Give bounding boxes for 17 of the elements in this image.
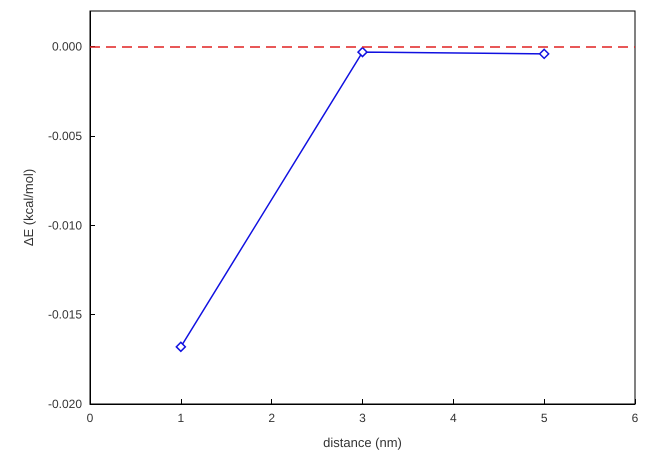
x-tick-label: 5 — [540, 411, 548, 425]
point — [176, 342, 186, 352]
point — [538, 48, 550, 60]
y-tick-label: -0.020 — [48, 397, 82, 411]
x-tick-label: 3 — [359, 411, 366, 425]
x-axis-title: distance (nm) — [323, 435, 402, 450]
x-tick-label: 1 — [177, 411, 184, 425]
y-tick-label: -0.005 — [48, 129, 82, 144]
x-tick-label: 2 — [268, 411, 276, 425]
x-tick-label: 0 — [86, 411, 94, 425]
y-axis-title: ΔE (kcal/mol) — [21, 168, 36, 246]
x-tick-label: 6 — [632, 411, 639, 425]
y-tick-label: 0.000 — [52, 40, 82, 54]
point — [357, 46, 368, 58]
y-tick-label: -0.015 — [48, 308, 82, 322]
x-tick-label: 4 — [450, 411, 457, 425]
y-tick-label: -0.010 — [48, 218, 82, 232]
